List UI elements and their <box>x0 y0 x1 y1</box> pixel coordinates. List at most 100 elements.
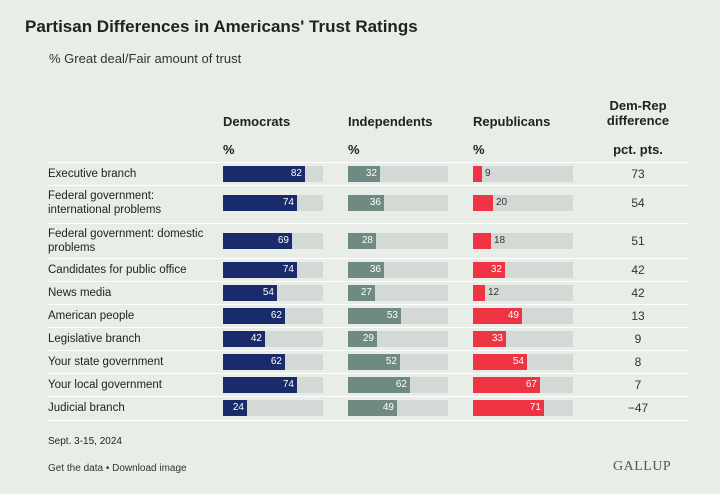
bar-value-independents: 29 <box>362 333 374 344</box>
unit-label-democrats: % <box>223 142 235 157</box>
bar-independents <box>348 233 376 249</box>
row-label: Federal government: domestic problems <box>48 228 204 254</box>
bar-independents <box>348 262 384 278</box>
bar-track-independents: 29 <box>348 331 448 347</box>
row-label: Judicial branch <box>48 402 125 414</box>
bar-track-democrats: 74 <box>223 262 323 278</box>
bar-independents <box>348 285 375 301</box>
bar-democrats <box>223 308 285 324</box>
row-separator <box>48 223 688 224</box>
bar-value-democrats: 42 <box>250 333 262 344</box>
bar-republicans <box>473 285 485 301</box>
chart-subtitle: % Great deal/Fair amount of trust <box>49 51 242 66</box>
difference-value: −47 <box>627 401 649 415</box>
bar-track-republicans: 12 <box>473 285 573 301</box>
bar-value-independents: 53 <box>386 310 398 321</box>
bar-value-independents: 62 <box>395 379 407 390</box>
column-header-difference: Dem-Rep difference <box>593 98 683 128</box>
row-label: Legislative branch <box>48 333 141 345</box>
difference-value: 51 <box>631 234 645 248</box>
unit-label-independents: % <box>348 142 360 157</box>
unit-label-difference: pct. pts. <box>613 142 663 157</box>
bar-independents <box>348 331 377 347</box>
bar-track-independents: 53 <box>348 308 448 324</box>
row-label: American people <box>48 310 135 322</box>
bar-track-independents: 27 <box>348 285 448 301</box>
bar-value-democrats: 62 <box>270 356 282 367</box>
bar-track-republicans: 18 <box>473 233 573 249</box>
bar-democrats <box>223 285 277 301</box>
bar-track-republicans: 71 <box>473 400 573 416</box>
row-label: Candidates for public office <box>48 264 187 276</box>
bar-republicans <box>473 233 491 249</box>
bar-value-democrats: 74 <box>282 379 294 390</box>
bar-track-republicans: 9 <box>473 166 573 182</box>
bar-value-republicans: 33 <box>491 333 503 344</box>
bar-track-republicans: 33 <box>473 331 573 347</box>
bar-value-republicans: 71 <box>529 402 541 413</box>
gallup-logo: GALLUP <box>613 459 672 474</box>
column-header-difference-line2: difference <box>606 113 670 128</box>
row-label: Your state government <box>48 356 164 368</box>
difference-value: 42 <box>631 263 645 277</box>
bar-republicans <box>473 331 506 347</box>
row-separator <box>48 281 688 282</box>
bar-independents <box>348 166 380 182</box>
bar-track-republicans: 32 <box>473 262 573 278</box>
bar-republicans <box>473 308 522 324</box>
row-label: Your local government <box>48 379 163 391</box>
bar-value-republicans: 54 <box>512 356 524 367</box>
bar-track-democrats: 42 <box>223 331 323 347</box>
survey-date: Sept. 3-15, 2024 <box>48 436 122 447</box>
bar-independents <box>348 308 401 324</box>
column-header-independents: Independents <box>348 114 433 129</box>
bar-independents <box>348 400 397 416</box>
bar-track-republicans: 67 <box>473 377 573 393</box>
row-separator <box>48 420 688 421</box>
row-label: Federal government: international proble… <box>48 190 162 216</box>
bar-republicans <box>473 195 493 211</box>
bar-track-democrats: 62 <box>223 354 323 370</box>
row-label: Executive branch <box>48 168 137 180</box>
row-separator <box>48 327 688 328</box>
bar-track-democrats: 62 <box>223 308 323 324</box>
bar-democrats <box>223 354 285 370</box>
bar-value-democrats: 74 <box>282 197 294 208</box>
bar-value-democrats: 82 <box>290 168 302 179</box>
bar-value-republicans: 18 <box>494 235 506 246</box>
bar-track-independents: 49 <box>348 400 448 416</box>
bar-democrats <box>223 331 265 347</box>
row-separator <box>48 396 688 397</box>
column-header-difference-line1: Dem-Rep <box>609 98 667 113</box>
bar-republicans <box>473 262 505 278</box>
bar-value-democrats: 54 <box>262 287 274 298</box>
bar-value-independents: 49 <box>382 402 394 413</box>
bar-democrats <box>223 400 247 416</box>
bar-value-democrats: 62 <box>270 310 282 321</box>
bar-republicans <box>473 166 482 182</box>
bar-republicans <box>473 354 527 370</box>
bar-track-independents: 32 <box>348 166 448 182</box>
bar-track-democrats: 82 <box>223 166 323 182</box>
bar-value-independents: 28 <box>361 235 373 246</box>
bar-track-democrats: 74 <box>223 377 323 393</box>
bar-democrats <box>223 262 297 278</box>
bar-track-democrats: 74 <box>223 195 323 211</box>
difference-value: 42 <box>631 286 645 300</box>
bar-value-democrats: 74 <box>282 264 294 275</box>
bar-track-democrats: 69 <box>223 233 323 249</box>
row-separator <box>48 185 688 186</box>
bar-value-independents: 36 <box>369 264 381 275</box>
bar-value-republicans: 32 <box>490 264 502 275</box>
bar-value-independents: 32 <box>365 168 377 179</box>
bar-value-republicans: 12 <box>488 287 500 298</box>
bar-democrats <box>223 377 297 393</box>
bar-track-independents: 62 <box>348 377 448 393</box>
difference-value: 8 <box>634 355 642 369</box>
footer-links[interactable]: Get the data • Download image <box>48 463 187 474</box>
bar-value-republicans: 9 <box>485 168 491 179</box>
column-header-republicans: Republicans <box>473 114 551 129</box>
bar-democrats <box>223 195 297 211</box>
row-separator <box>48 258 688 259</box>
